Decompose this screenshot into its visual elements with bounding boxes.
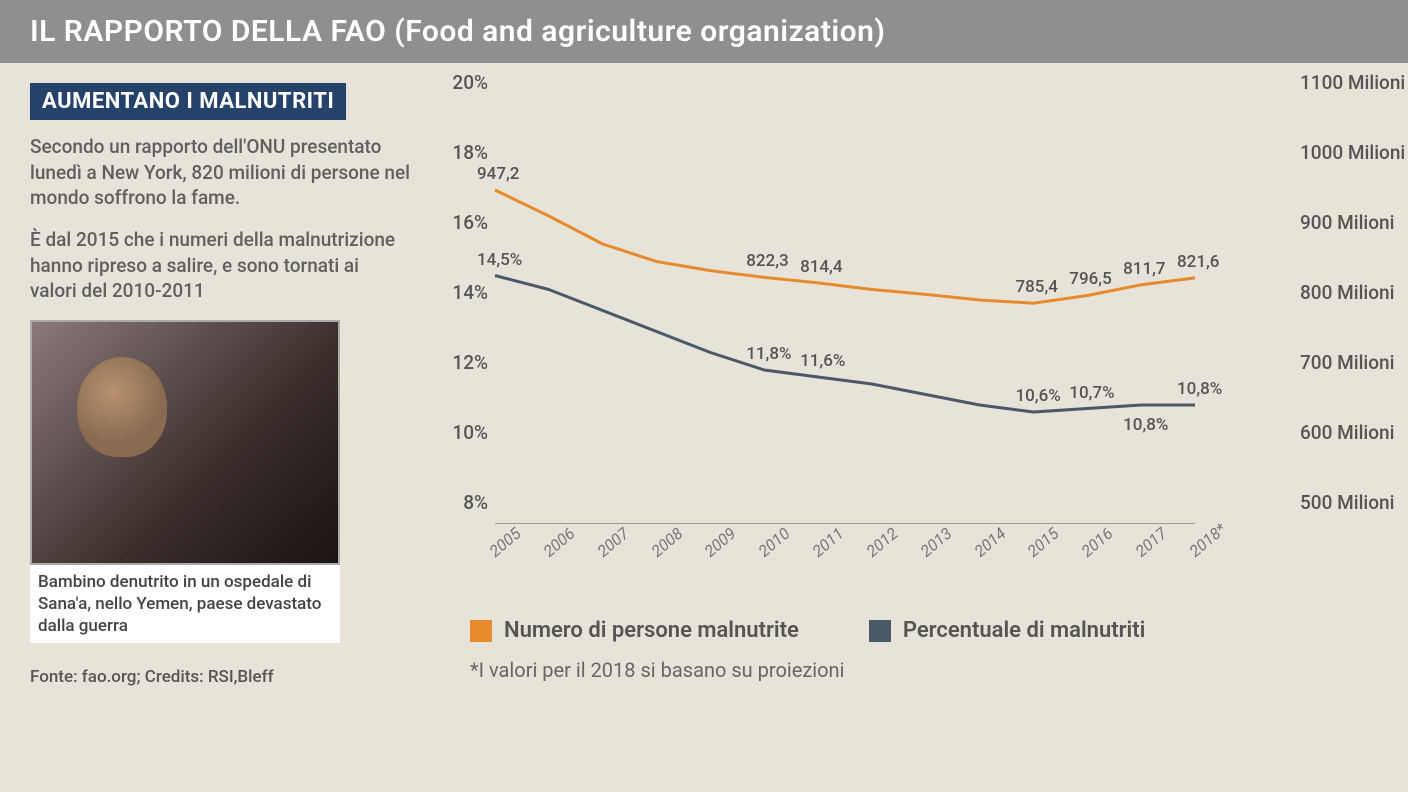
data-label-orange: 796,5 bbox=[1069, 269, 1111, 289]
plot-area: 20%18%16%14%12%10%8%1100 Milioni1000 Mil… bbox=[440, 83, 1310, 503]
x-tick-label: 2006 bbox=[539, 524, 578, 561]
y-right-tick: 700 Milioni bbox=[1300, 351, 1408, 374]
intro-paragraph-1: Secondo un rapporto dell'ONU presentato … bbox=[30, 134, 410, 211]
data-label-blue: 11,6% bbox=[800, 351, 845, 371]
x-tick-label: 2010 bbox=[755, 524, 794, 561]
chart-svg bbox=[495, 83, 1195, 503]
source-line: Fonte: fao.org; Credits: RSI,Bleff bbox=[30, 667, 410, 687]
chart-footnote: *I valori per il 2018 si basano su proie… bbox=[470, 658, 844, 682]
x-tick-label: 2017 bbox=[1132, 524, 1171, 561]
x-tick-label: 2009 bbox=[701, 524, 740, 561]
y-left-tick: 16% bbox=[438, 211, 488, 234]
photo-caption: Bambino denutrito in un ospedale di Sana… bbox=[30, 565, 340, 643]
data-label-orange: 811,7 bbox=[1123, 259, 1165, 279]
x-tick-label: 2015 bbox=[1024, 524, 1063, 561]
x-tick-label: 2005 bbox=[486, 524, 525, 561]
data-label-orange: 947,2 bbox=[477, 164, 519, 184]
y-right-tick: 900 Milioni bbox=[1300, 211, 1408, 234]
legend-label-blue: Percentuale di malnutriti bbox=[903, 618, 1146, 643]
x-tick-label: 2011 bbox=[809, 524, 848, 561]
y-left-tick: 12% bbox=[438, 351, 488, 374]
data-label-blue: 10,8% bbox=[1177, 379, 1222, 399]
y-right-tick: 500 Milioni bbox=[1300, 491, 1408, 514]
y-right-tick: 600 Milioni bbox=[1300, 421, 1408, 444]
data-label-blue: 10,8% bbox=[1123, 415, 1168, 435]
x-tick-label: 2012 bbox=[862, 524, 901, 561]
y-left-tick: 8% bbox=[438, 491, 488, 514]
swatch-blue bbox=[869, 620, 891, 642]
swatch-orange bbox=[470, 620, 492, 642]
left-column: AUMENTANO I MALNUTRITI Secondo un rappor… bbox=[30, 83, 410, 687]
y-left-tick: 10% bbox=[438, 421, 488, 444]
x-tick-label: 2016 bbox=[1078, 524, 1117, 561]
x-tick-label: 2008 bbox=[647, 524, 686, 561]
subtitle-badge: AUMENTANO I MALNUTRITI bbox=[30, 83, 346, 120]
x-tick-label: 2007 bbox=[593, 524, 632, 561]
data-label-blue: 14,5% bbox=[477, 250, 522, 270]
y-right-tick: 1100 Milioni bbox=[1300, 71, 1408, 94]
data-label-orange: 814,4 bbox=[800, 257, 842, 277]
data-label-orange: 821,6 bbox=[1177, 252, 1219, 272]
data-label-orange: 785,4 bbox=[1015, 277, 1057, 297]
intro-paragraph-2: È dal 2015 che i numeri della malnutrizi… bbox=[30, 227, 410, 304]
y-right-tick: 1000 Milioni bbox=[1300, 141, 1408, 164]
y-right-tick: 800 Milioni bbox=[1300, 281, 1408, 304]
y-left-tick: 20% bbox=[438, 71, 488, 94]
x-tick-label: 2018* bbox=[1186, 520, 1230, 561]
chart-column: 20%18%16%14%12%10%8%1100 Milioni1000 Mil… bbox=[440, 83, 1378, 687]
photo-illustration bbox=[30, 320, 340, 565]
data-label-blue: 10,6% bbox=[1015, 386, 1060, 406]
legend-item-orange: Numero di persone malnutrite bbox=[470, 618, 799, 643]
header-title: IL RAPPORTO DELLA FAO (Food and agricult… bbox=[0, 0, 1408, 63]
data-label-blue: 11,8% bbox=[746, 344, 791, 364]
y-left-tick: 18% bbox=[438, 141, 488, 164]
legend-item-blue: Percentuale di malnutriti bbox=[869, 618, 1146, 643]
content: AUMENTANO I MALNUTRITI Secondo un rappor… bbox=[0, 63, 1408, 697]
data-label-blue: 10,7% bbox=[1069, 383, 1114, 403]
legend-label-orange: Numero di persone malnutrite bbox=[504, 618, 799, 643]
x-axis: 2005200620072008200920102011201220132014… bbox=[495, 523, 1195, 524]
legend: Numero di persone malnutrite Percentuale… bbox=[470, 618, 1145, 643]
x-tick-label: 2013 bbox=[916, 524, 955, 561]
x-tick-label: 2014 bbox=[970, 524, 1009, 561]
y-left-tick: 14% bbox=[438, 281, 488, 304]
photo-block: Bambino denutrito in un ospedale di Sana… bbox=[30, 320, 410, 643]
data-label-orange: 822,3 bbox=[746, 251, 788, 271]
